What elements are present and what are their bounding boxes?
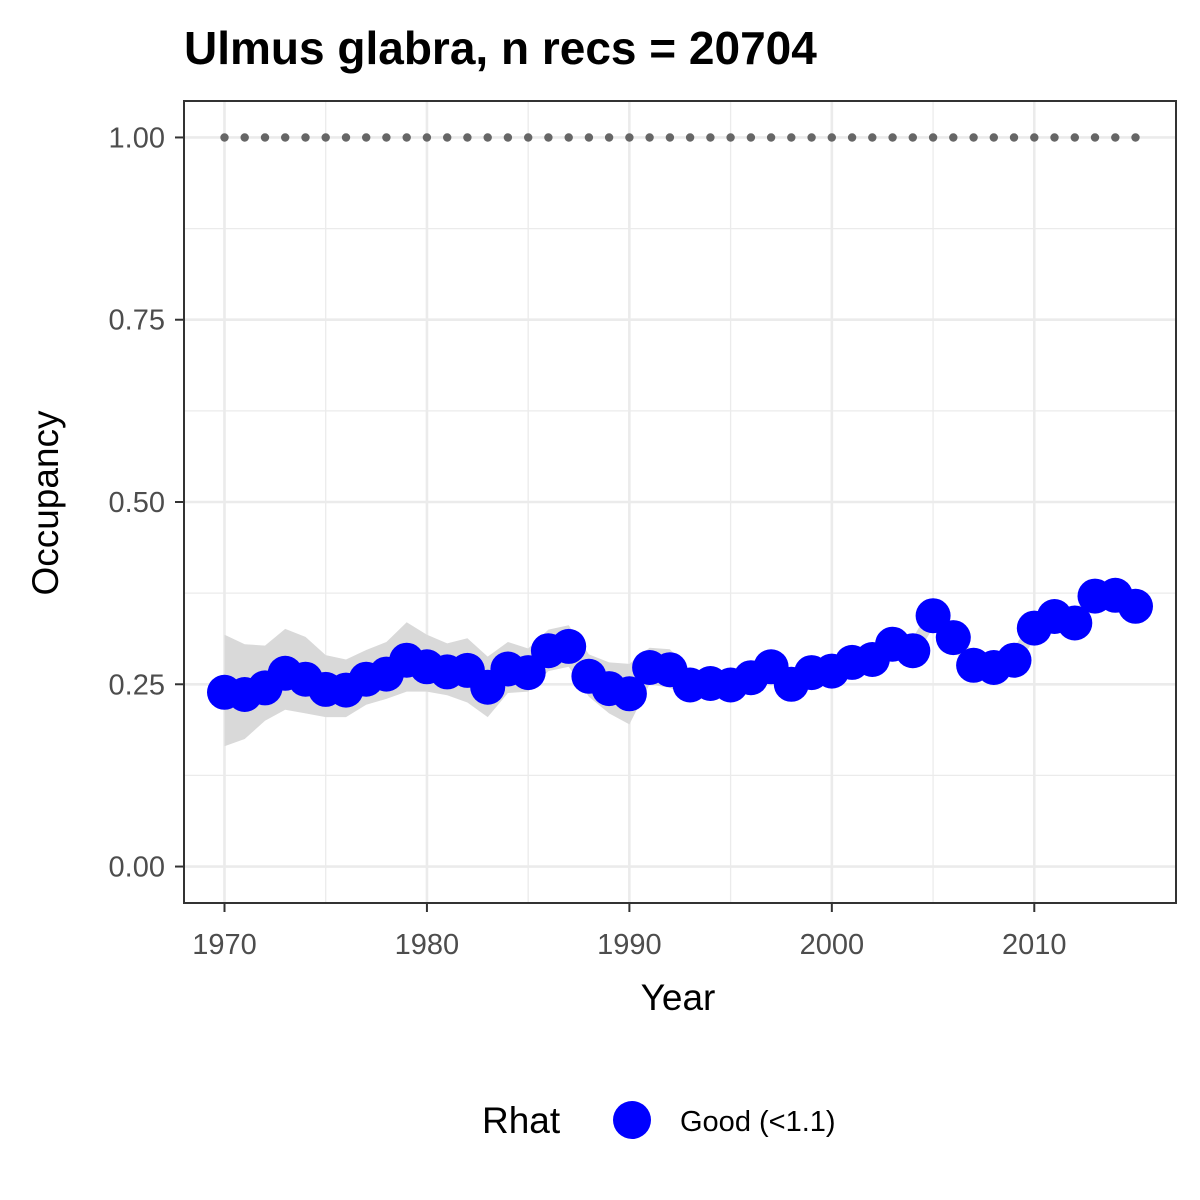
- y-axis-title: Occupancy: [25, 410, 66, 596]
- reference-dot: [625, 133, 634, 142]
- reference-dot: [847, 133, 857, 142]
- reference-dot: [787, 133, 796, 142]
- reference-dot: [483, 133, 492, 142]
- reference-dot: [1050, 133, 1059, 142]
- legend-title: Rhat: [482, 1100, 561, 1141]
- y-tick-label: 0.75: [109, 305, 165, 337]
- occupancy-point: [935, 620, 971, 656]
- reference-dot: [766, 133, 776, 142]
- x-tick-label: 1990: [597, 929, 662, 961]
- reference-dot: [564, 133, 573, 142]
- reference-dot: [321, 133, 330, 142]
- y-axis: 0.00 0.25 0.50 0.75 1.00: [109, 122, 184, 884]
- chart-title: Ulmus glabra, n recs = 20704: [184, 22, 817, 74]
- reference-dot: [928, 133, 938, 142]
- reference-dot: [989, 133, 998, 142]
- y-tick-label: 0.00: [109, 852, 165, 884]
- occupancy-point: [611, 676, 647, 712]
- reference-dot: [240, 133, 249, 142]
- reference-dot: [362, 133, 371, 142]
- plot-panel: [183, 100, 1177, 904]
- legend-label-good: Good (<1.1): [680, 1106, 836, 1138]
- reference-dot: [1030, 133, 1039, 142]
- reference-dot: [220, 133, 229, 142]
- y-tick-label: 0.50: [109, 487, 165, 519]
- reference-line-dots: [220, 133, 1140, 142]
- y-tick-label: 1.00: [109, 122, 165, 154]
- legend-key-good: [613, 1101, 651, 1139]
- reference-dot: [463, 133, 472, 142]
- occupancy-point: [551, 628, 587, 664]
- x-axis-title: Year: [641, 977, 716, 1018]
- reference-dot: [969, 133, 978, 142]
- occupancy-point: [1118, 588, 1153, 624]
- reference-dot: [524, 133, 533, 142]
- reference-dot: [888, 133, 897, 142]
- occupancy-points: [207, 577, 1153, 712]
- reference-dot: [402, 133, 411, 142]
- x-tick-label: 1980: [395, 929, 460, 961]
- reference-dot: [827, 133, 836, 142]
- reference-dot: [726, 133, 735, 142]
- reference-dot: [746, 133, 756, 142]
- occupancy-point: [996, 642, 1032, 678]
- reference-dot: [645, 133, 654, 142]
- reference-dot: [1131, 133, 1140, 142]
- x-tick-label: 2000: [800, 929, 865, 961]
- reference-dot: [949, 133, 958, 142]
- reference-dot: [443, 133, 452, 142]
- reference-dot: [706, 133, 715, 142]
- x-tick-label: 2010: [1002, 929, 1067, 961]
- y-tick-label: 0.25: [109, 669, 165, 701]
- occupancy-point: [895, 633, 931, 669]
- reference-dot: [1070, 133, 1080, 142]
- reference-dot: [422, 133, 432, 142]
- reference-dot: [503, 133, 513, 142]
- reference-dot: [281, 133, 290, 142]
- x-tick-label: 1970: [192, 929, 257, 961]
- reference-dot: [301, 133, 310, 142]
- occupancy-point: [1057, 605, 1093, 641]
- x-axis: 1970 1980 1990 2000 2010: [192, 903, 1067, 961]
- reference-dot: [382, 133, 391, 142]
- reference-dot: [1009, 133, 1019, 142]
- reference-dot: [807, 133, 816, 142]
- reference-dot: [260, 133, 270, 142]
- reference-dot: [1090, 133, 1100, 142]
- reference-dot: [908, 133, 917, 142]
- legend: Rhat Good (<1.1): [482, 1100, 836, 1141]
- reference-dot: [685, 133, 695, 142]
- reference-dot: [665, 133, 675, 142]
- reference-dot: [584, 133, 594, 142]
- reference-dot: [1111, 133, 1120, 142]
- reference-dot: [341, 133, 351, 142]
- reference-dot: [604, 133, 614, 142]
- reference-dot: [544, 133, 553, 142]
- reference-dot: [868, 133, 877, 142]
